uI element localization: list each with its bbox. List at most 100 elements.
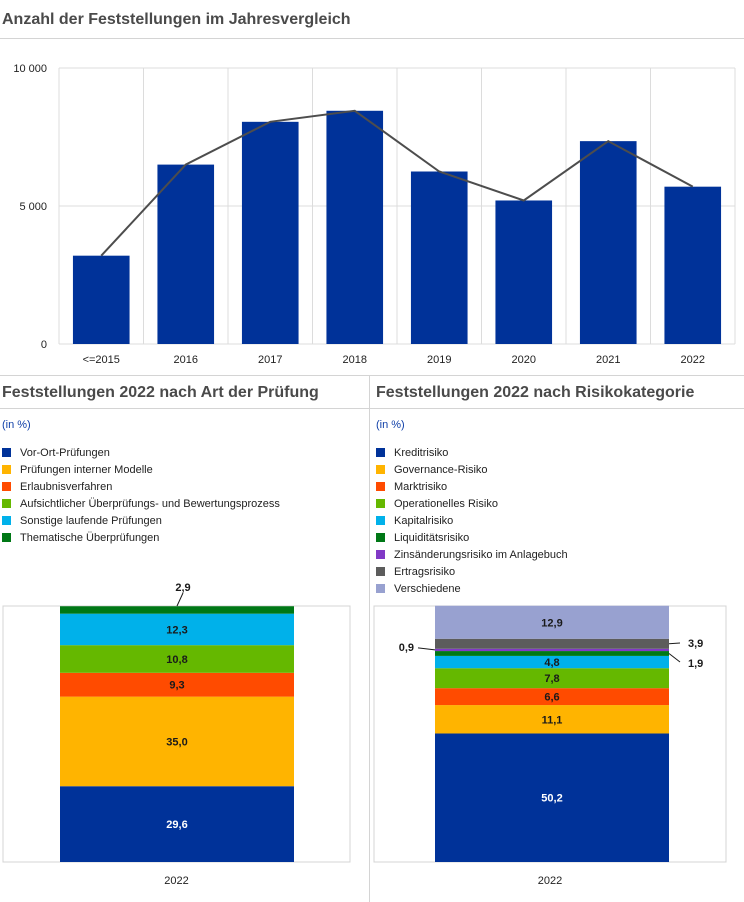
bar: [664, 186, 722, 344]
stacked-segment-aufsichtlicher-berpr-fungs-und-bewertungsprozess: [60, 645, 294, 673]
legend-label: Governance-Risiko: [394, 463, 488, 476]
stacked-segment-operationelles-risiko: [435, 668, 669, 689]
bar: [410, 171, 468, 344]
data-label: 12,9: [541, 617, 562, 629]
panel-divider: [369, 376, 370, 902]
risk-category-stacked-bar: 50,2 11,1 6,6 7,8 4,8 1,9 0,9 3,9 12,9 2022: [373, 605, 727, 887]
x-tick-label: 2019: [427, 354, 451, 366]
y-tick-label: 10 000: [13, 63, 47, 75]
data-label: 29,6: [166, 819, 187, 831]
data-label-leader: [668, 653, 681, 663]
stacked-segment-governance-risiko: [435, 705, 669, 734]
top-chart-title: Anzahl der Feststellungen im Jahresvergl…: [2, 11, 351, 28]
x-tick-label: 2018: [343, 354, 367, 366]
bar: [326, 110, 384, 344]
stacked-segment-kreditrisiko: [435, 733, 669, 862]
legend-item-sonstige-laufende-pr-fungen: Sonstige laufende Prüfungen: [2, 512, 280, 529]
data-label: 12,3: [166, 624, 187, 636]
data-label-leader: [668, 642, 681, 645]
data-label: 7,8: [544, 673, 559, 685]
x-tick-label: 2017: [258, 354, 282, 366]
right-title-divider: [370, 408, 744, 409]
stacked-segment-ertragsrisiko: [435, 638, 669, 649]
legend-swatch: [2, 465, 11, 474]
legend-item-verschiedene: Verschiedene: [376, 580, 568, 597]
legend-item-governance-risiko: Governance-Risiko: [376, 461, 568, 478]
examination-type-stacked-bar: 29,6 35,0 9,3 10,8 12,3 2,9 2022: [2, 582, 351, 887]
data-label: 6,6: [544, 692, 559, 704]
bar: [72, 255, 130, 344]
bar: [495, 200, 553, 344]
data-label: 35,0: [166, 736, 187, 748]
data-label: 3,9: [688, 638, 703, 650]
data-label: 10,8: [166, 654, 187, 666]
legend-swatch: [2, 533, 11, 542]
legend-label: Verschiedene: [394, 582, 461, 595]
stacked-segment-erlaubnisverfahren: [60, 672, 294, 697]
data-label: 50,2: [541, 793, 562, 805]
legend-label: Erlaubnisverfahren: [20, 480, 113, 493]
x-tick-label: 2022: [164, 875, 188, 887]
legend-item-vor-ort-pr-fungen: Vor-Ort-Prüfungen: [2, 444, 280, 461]
stacked-segment-zins-nderungsrisiko-im-anlagebuch: [435, 648, 669, 652]
legend-item-kapitalrisiko: Kapitalrisiko: [376, 512, 568, 529]
bar: [157, 164, 215, 344]
legend-swatch: [376, 499, 385, 508]
top-title-divider: [0, 38, 744, 39]
legend-swatch: [2, 448, 11, 457]
data-label: 9,3: [169, 680, 184, 692]
legend-swatch: [2, 482, 11, 491]
x-tick-label: 2020: [512, 354, 536, 366]
x-tick-label: 2022: [681, 354, 705, 366]
stacked-segment-pr-fungen-interner-modelle: [60, 696, 294, 787]
legend-label: Kapitalrisiko: [394, 514, 454, 527]
legend-label: Sonstige laufende Prüfungen: [20, 514, 162, 527]
legend-swatch: [376, 533, 385, 542]
stacked-segment-thematische-berpr-fungen: [60, 606, 294, 614]
right-panel-title: Feststellungen 2022 nach Risikokategorie: [376, 384, 695, 401]
legend-swatch: [376, 567, 385, 576]
legend-label: Operationelles Risiko: [394, 497, 498, 510]
legend-label: Ertragsrisiko: [394, 565, 456, 578]
legend-item-pr-fungen-interner-modelle: Prüfungen interner Modelle: [2, 461, 280, 478]
legend-swatch: [376, 584, 385, 593]
data-label-leader: [417, 647, 436, 651]
data-label: 2,9: [175, 582, 190, 594]
legend-item-marktrisiko: Marktrisiko: [376, 478, 568, 495]
section-divider: [0, 375, 744, 376]
y-tick-label: 0: [41, 339, 47, 351]
left-panel-title: Feststellungen 2022 nach Art der Prüfung: [2, 384, 319, 401]
legend-label: Liquiditätsrisiko: [394, 531, 470, 544]
right-legend: Kreditrisiko Governance-Risiko Marktrisiko…: [376, 444, 568, 597]
stacked-segment-sonstige-laufende-pr-fungen: [60, 613, 294, 646]
data-label: 1,9: [688, 658, 703, 670]
legend-swatch: [2, 516, 11, 525]
legend-item-ertragsrisiko: Ertragsrisiko: [376, 563, 568, 580]
data-label: 4,8: [544, 657, 559, 669]
legend-swatch: [376, 448, 385, 457]
x-tick-label: <=2015: [83, 354, 120, 366]
stacked-segment-liquidit-tsrisiko: [435, 651, 669, 656]
bar: [579, 141, 637, 344]
legend-label: Zinsänderungsrisiko im Anlagebuch: [394, 548, 568, 561]
legend-label: Aufsichtlicher Überprüfungs- und Bewertu…: [20, 497, 280, 510]
left-legend: Vor-Ort-Prüfungen Prüfungen interner Mode…: [2, 444, 280, 546]
x-tick-label: 2021: [596, 354, 620, 366]
legend-item-kreditrisiko: Kreditrisiko: [376, 444, 568, 461]
data-label-leader: [176, 592, 184, 607]
bar: [241, 121, 299, 344]
legend-item-zins-nderungsrisiko-im-anlagebuch: Zinsänderungsrisiko im Anlagebuch: [376, 546, 568, 563]
legend-label: Marktrisiko: [394, 480, 448, 493]
legend-swatch: [376, 550, 385, 559]
left-title-divider: [0, 408, 369, 409]
legend-label: Vor-Ort-Prüfungen: [20, 446, 110, 459]
stacked-segment-vor-ort-pr-fungen: [60, 786, 294, 862]
x-tick-label: 2022: [538, 875, 562, 887]
legend-swatch: [376, 465, 385, 474]
x-tick-label: 2016: [174, 354, 198, 366]
stacked-segment-marktrisiko: [435, 688, 669, 706]
left-unit-label: (in %): [2, 419, 31, 431]
legend-item-thematische-berpr-fungen: Thematische Überprüfungen: [2, 529, 280, 546]
legend-label: Thematische Überprüfungen: [20, 531, 160, 544]
stacked-segment-kapitalrisiko: [435, 655, 669, 669]
